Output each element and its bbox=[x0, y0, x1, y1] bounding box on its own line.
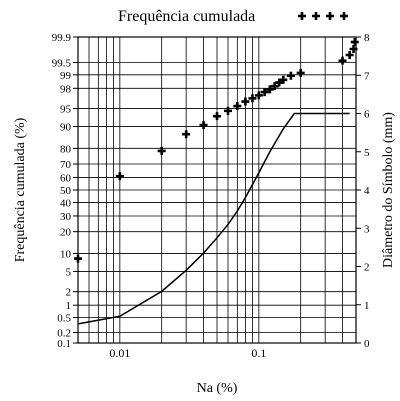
data-point bbox=[275, 78, 284, 87]
y-right-tick-label: 2 bbox=[364, 262, 370, 274]
legend-label: Frequência cumulada bbox=[118, 8, 255, 25]
data-point bbox=[241, 97, 250, 106]
y-left-tick-label: 50 bbox=[60, 185, 72, 197]
data-point bbox=[265, 85, 274, 94]
series-layer bbox=[74, 38, 359, 325]
y-left-tick-label: 0.5 bbox=[57, 313, 71, 325]
data-point bbox=[349, 44, 358, 53]
y-left-tick-label: 10 bbox=[60, 248, 72, 260]
y-left-tick-label: 98 bbox=[60, 83, 72, 95]
data-point bbox=[182, 130, 191, 139]
y-left-tick-label: 2 bbox=[66, 287, 72, 299]
y-left-tick-label: 30 bbox=[60, 211, 72, 223]
symbol-diameter-line bbox=[77, 112, 350, 325]
data-point bbox=[115, 172, 124, 181]
x-tick-label: 0.01 bbox=[109, 346, 130, 360]
data-point bbox=[345, 51, 354, 60]
legend-marker bbox=[312, 12, 320, 20]
data-point bbox=[224, 106, 233, 115]
y-left-tick-label: 99 bbox=[60, 70, 72, 82]
y-left-tick-label: 40 bbox=[60, 198, 72, 210]
y-left-tick-label: 99.5 bbox=[52, 57, 72, 69]
y-left-tick-label: 90 bbox=[60, 122, 72, 134]
data-point bbox=[350, 38, 359, 47]
data-point bbox=[233, 102, 242, 111]
y-right-tick-label: 8 bbox=[364, 32, 370, 44]
y-right-tick-label: 5 bbox=[364, 147, 370, 159]
y-right-axis-title: Diâmetro do Símbolo (mm) bbox=[381, 112, 396, 268]
y-left-tick-label: 0.2 bbox=[57, 328, 71, 340]
y-left-tick-label: 70 bbox=[60, 159, 72, 171]
y-right-tick-label: 6 bbox=[364, 109, 370, 121]
y-left-tick-label: 1 bbox=[66, 300, 72, 312]
y-left-tick-label: 5 bbox=[66, 266, 72, 278]
data-point bbox=[296, 68, 305, 77]
y-right-tick-label: 4 bbox=[364, 185, 370, 197]
data-point bbox=[248, 94, 257, 103]
data-point bbox=[254, 91, 263, 100]
data-point bbox=[213, 112, 221, 121]
data-point bbox=[286, 71, 295, 80]
y-left-tick-label: 60 bbox=[60, 172, 72, 184]
y-left-axis-title: Frequência cumulada (%) bbox=[13, 117, 28, 262]
y-left-tick-label: 95 bbox=[60, 104, 72, 116]
y-right-tick-label: 1 bbox=[364, 300, 370, 312]
y-left-tick-label: 20 bbox=[60, 227, 72, 239]
y-right-tick-label: 0 bbox=[364, 338, 370, 350]
y-right-tick-label: 7 bbox=[364, 70, 370, 82]
data-point bbox=[74, 254, 82, 263]
x-tick-label: 0.1 bbox=[251, 346, 266, 360]
y-left-tick-label: 0.1 bbox=[57, 338, 71, 350]
data-point bbox=[270, 82, 279, 91]
y-left-tick-label: 99.9 bbox=[52, 32, 72, 44]
legend-marker-group bbox=[298, 12, 348, 20]
data-point bbox=[338, 56, 347, 65]
y-left-tick-label: 80 bbox=[60, 143, 72, 155]
data-point bbox=[157, 146, 166, 155]
y-right-tick-label: 3 bbox=[364, 223, 370, 235]
legend-marker bbox=[340, 12, 348, 20]
legend-marker bbox=[298, 12, 306, 20]
data-point bbox=[260, 88, 269, 97]
data-point bbox=[279, 75, 288, 84]
grid bbox=[77, 36, 357, 344]
legend-marker bbox=[326, 12, 334, 20]
x-axis-title: Na (%) bbox=[197, 381, 238, 396]
axes: 0.01 0.10.10.20.5125102030405060708090959… bbox=[52, 32, 370, 360]
data-point bbox=[199, 121, 208, 130]
